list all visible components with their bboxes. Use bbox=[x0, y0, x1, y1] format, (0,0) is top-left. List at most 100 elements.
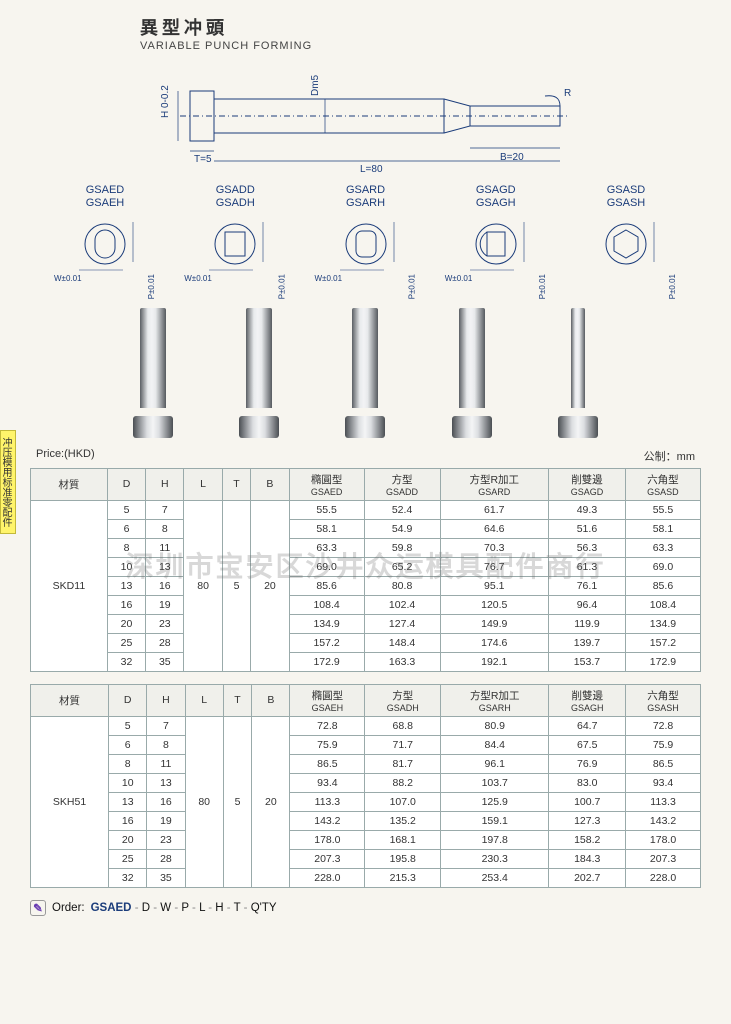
cell-H: 28 bbox=[146, 633, 184, 652]
title-block: 異型冲頭 VARIABLE PUNCH FORMING bbox=[140, 14, 701, 52]
cell-price: 120.5 bbox=[440, 595, 548, 614]
cell-price: 93.4 bbox=[626, 773, 701, 792]
cell-price: 72.8 bbox=[626, 716, 701, 735]
side-category-tab: 冲压模用标准零配件 bbox=[0, 430, 16, 534]
table-row: 81186.581.796.176.986.5 bbox=[31, 754, 701, 773]
order-dash: - bbox=[240, 902, 250, 914]
cell-price: 65.2 bbox=[364, 557, 440, 576]
col-header-T: T bbox=[223, 684, 251, 716]
cell-price: 52.4 bbox=[364, 500, 440, 519]
cell-price: 125.9 bbox=[441, 792, 549, 811]
cell-price: 207.3 bbox=[626, 849, 701, 868]
cell-D: 13 bbox=[107, 576, 145, 595]
cell-price: 228.0 bbox=[626, 868, 701, 887]
cell-D: 10 bbox=[109, 773, 147, 792]
cross-section-svg bbox=[199, 212, 271, 274]
cross-section-code: GSADDGSADH bbox=[180, 184, 290, 210]
punch-photo bbox=[132, 308, 174, 438]
order-dash: - bbox=[224, 902, 234, 914]
order-label: Order: bbox=[52, 902, 85, 914]
cell-price: 135.2 bbox=[365, 811, 441, 830]
punch-photo bbox=[451, 308, 493, 438]
order-part: W bbox=[160, 902, 171, 914]
col-header-L: L bbox=[185, 684, 223, 716]
cross-section-code: GSAGDGSAGH bbox=[441, 184, 551, 210]
dim-T: T=5 bbox=[194, 154, 212, 165]
table-row: 2528207.3195.8230.3184.3207.3 bbox=[31, 849, 701, 868]
col-header-GSADH: 方型GSADH bbox=[365, 684, 441, 716]
cell-D: 5 bbox=[109, 716, 147, 735]
cross-section-item: GSARDGSARH W±0.01 P±0.01 bbox=[311, 184, 421, 300]
cell-price: 139.7 bbox=[549, 633, 626, 652]
tolerance-w: W±0.01 bbox=[445, 274, 473, 299]
cross-section-item: GSAEDGSAEHW±0.01P±0.01 bbox=[50, 184, 160, 300]
punch-photo-row bbox=[100, 308, 631, 438]
cell-price: 184.3 bbox=[549, 849, 626, 868]
cell-H: 28 bbox=[147, 849, 185, 868]
tolerance-w: W±0.01 bbox=[315, 274, 343, 299]
cell-price: 51.6 bbox=[549, 519, 626, 538]
cell-price: 178.0 bbox=[626, 830, 701, 849]
cell-H: 35 bbox=[146, 652, 184, 671]
punch-photo bbox=[344, 308, 386, 438]
cross-section-code: GSARDGSARH bbox=[311, 184, 421, 210]
tolerance-p: P±0.01 bbox=[538, 274, 547, 299]
cell-price: 202.7 bbox=[549, 868, 626, 887]
cell-price: 127.4 bbox=[364, 614, 440, 633]
cell-L: 80 bbox=[184, 500, 222, 671]
cell-price: 55.5 bbox=[625, 500, 700, 519]
dim-L: L=80 bbox=[360, 164, 383, 175]
price-label: Price:(HKD) bbox=[36, 448, 95, 464]
cross-section-code: GSAEDGSAEH bbox=[50, 184, 160, 210]
cell-price: 81.7 bbox=[365, 754, 441, 773]
table-row: SKH51578052072.868.880.964.772.8 bbox=[31, 716, 701, 735]
table-row: 3235172.9163.3192.1153.7172.9 bbox=[31, 652, 701, 671]
price-unit-line: Price:(HKD) 公制：mm bbox=[36, 448, 695, 464]
cell-H: 7 bbox=[146, 500, 184, 519]
cell-D: 10 bbox=[107, 557, 145, 576]
cell-D: 6 bbox=[107, 519, 145, 538]
cross-section-svg bbox=[330, 212, 402, 274]
cell-price: 96.4 bbox=[549, 595, 626, 614]
cell-price: 75.9 bbox=[290, 735, 365, 754]
cell-price: 113.3 bbox=[290, 792, 365, 811]
tolerance-p: P±0.01 bbox=[408, 274, 417, 299]
cell-price: 59.8 bbox=[364, 538, 440, 557]
technical-drawing: H 0-0.2 T=5 L=80 Dm5 R B=20 bbox=[150, 66, 701, 176]
cell-price: 95.1 bbox=[440, 576, 548, 595]
cell-price: 58.1 bbox=[289, 519, 364, 538]
order-part: Q'TY bbox=[251, 902, 277, 914]
tolerance-p: P±0.01 bbox=[668, 274, 677, 299]
cell-H: 35 bbox=[147, 868, 185, 887]
cell-price: 58.1 bbox=[625, 519, 700, 538]
cell-price: 228.0 bbox=[290, 868, 365, 887]
title-chinese: 異型冲頭 bbox=[140, 14, 701, 40]
table-row: 101369.065.276.761.369.0 bbox=[31, 557, 701, 576]
order-part: H bbox=[215, 902, 223, 914]
page: 異型冲頭 VARIABLE PUNCH FORMING bbox=[0, 0, 731, 936]
dim-B: B=20 bbox=[500, 152, 524, 163]
cell-price: 103.7 bbox=[441, 773, 549, 792]
cell-price: 71.7 bbox=[365, 735, 441, 754]
tolerance-w: W±0.01 bbox=[184, 274, 212, 299]
price-table-skh51: 材質DHLTB橢圓型GSAEH方型GSADH方型R加工GSARH削雙邊GSAGH… bbox=[30, 684, 701, 888]
cell-price: 85.6 bbox=[289, 576, 364, 595]
cell-H: 23 bbox=[146, 614, 184, 633]
cell-price: 102.4 bbox=[364, 595, 440, 614]
cell-H: 19 bbox=[147, 811, 185, 830]
cell-price: 215.3 bbox=[365, 868, 441, 887]
cell-price: 61.3 bbox=[549, 557, 626, 576]
cell-price: 64.7 bbox=[549, 716, 626, 735]
cell-H: 11 bbox=[146, 538, 184, 557]
cell-price: 172.9 bbox=[625, 652, 700, 671]
cell-price: 67.5 bbox=[549, 735, 626, 754]
cell-price: 72.8 bbox=[290, 716, 365, 735]
cell-material: SKH51 bbox=[31, 716, 109, 887]
pencil-icon: ✎ bbox=[30, 900, 46, 916]
dim-Dm5: Dm5 bbox=[310, 74, 321, 96]
dim-H: H 0-0.2 bbox=[160, 85, 171, 118]
order-part: GSAED bbox=[91, 902, 132, 914]
cell-H: 19 bbox=[146, 595, 184, 614]
cell-H: 8 bbox=[147, 735, 185, 754]
cell-price: 49.3 bbox=[549, 500, 626, 519]
